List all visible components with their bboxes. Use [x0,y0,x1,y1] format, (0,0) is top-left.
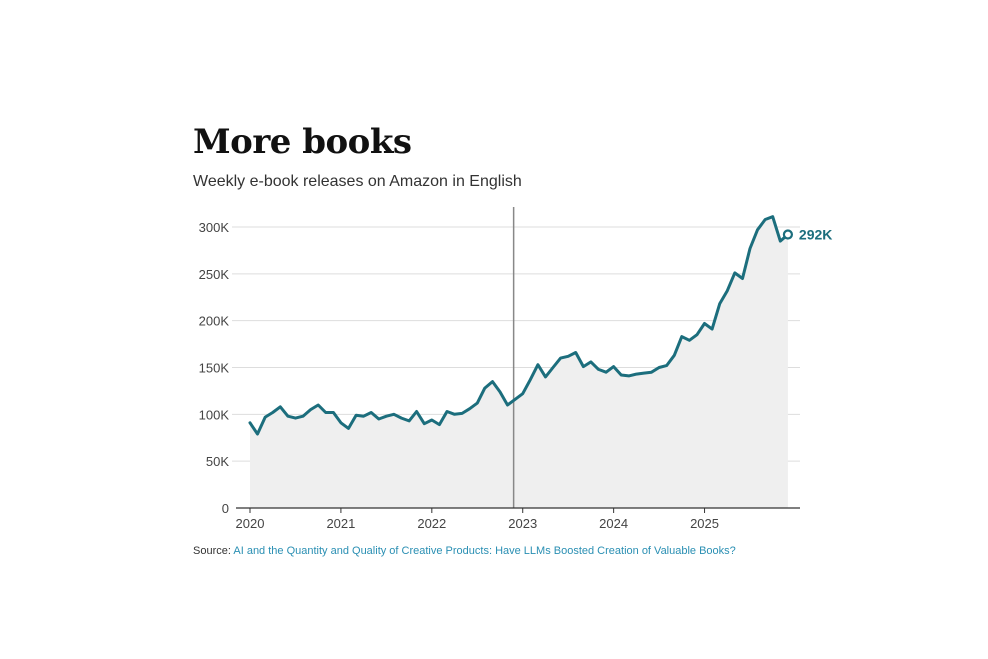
source-note: Source: AI and the Quantity and Quality … [193,545,736,557]
source-prefix: Source: [193,545,231,557]
x-tick-label: 2023 [508,516,537,531]
x-axis-labels: 2020 2021 2022 2023 2024 2025 [236,516,719,531]
source-link[interactable]: AI and the Quantity and Quality of Creat… [233,545,736,557]
y-tick-label: 300K [199,220,230,235]
y-tick-label: 100K [199,407,230,422]
axis-layer [236,507,800,513]
x-tick-label: 2024 [599,516,628,531]
end-value-label: 292K [799,226,832,242]
y-axis-labels: 0 50K 100K 150K 200K 250K 300K [199,220,230,516]
series-line [248,215,790,436]
end-point-marker [782,229,794,240]
area-fill [250,216,788,508]
x-tick-label: 2022 [417,516,446,531]
y-tick-label: 0 [222,501,229,516]
chart-subtitle: Weekly e-book releases on Amazon in Engl… [193,173,522,190]
y-tick-label: 200K [199,314,230,329]
area-layer [250,216,788,508]
end-annotation: 292K [782,226,832,242]
x-tick-label: 2021 [326,516,355,531]
x-tick-label: 2025 [690,516,719,531]
y-tick-label: 50K [206,454,229,469]
line-layer [248,215,790,436]
y-tick-label: 250K [199,267,230,282]
chart-title: More books [193,122,412,162]
x-tick-label: 2020 [236,516,265,531]
y-tick-label: 150K [199,361,230,376]
